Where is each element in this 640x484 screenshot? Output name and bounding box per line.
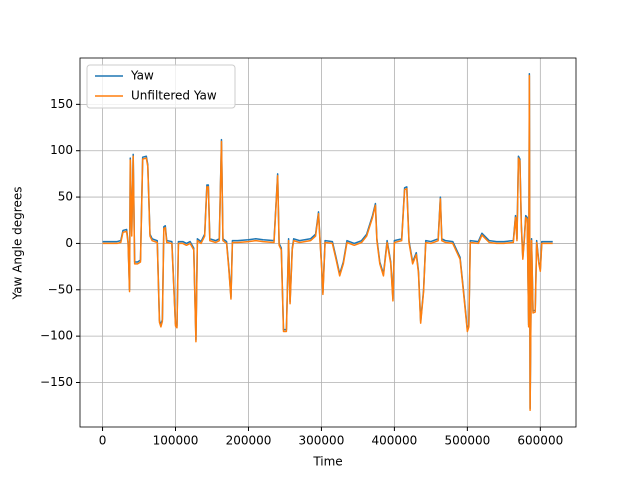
x-tick-label: 600000 bbox=[517, 434, 563, 448]
y-axis-label: Yaw Angle degrees bbox=[11, 187, 25, 301]
x-axis-label: Time bbox=[312, 455, 342, 469]
x-tick-label: 200000 bbox=[226, 434, 272, 448]
y-tick-label: 50 bbox=[58, 190, 73, 204]
legend-box bbox=[86, 64, 236, 109]
legend-label: Yaw bbox=[130, 69, 154, 83]
y-tick-label: −100 bbox=[40, 329, 73, 343]
y-tick-label: −50 bbox=[48, 282, 73, 296]
y-tick-label: 150 bbox=[50, 97, 73, 111]
x-tick-label: 0 bbox=[99, 434, 107, 448]
data-line bbox=[102, 74, 553, 412]
y-tick-label: 0 bbox=[65, 236, 73, 250]
x-tick-label: 500000 bbox=[444, 434, 490, 448]
y-tick-label: 100 bbox=[50, 143, 73, 157]
x-tick-label: 100000 bbox=[153, 434, 199, 448]
y-tick-label: −150 bbox=[40, 375, 73, 389]
x-tick-label: 400000 bbox=[371, 434, 417, 448]
plot-frame bbox=[79, 57, 577, 428]
x-tick-label: 300000 bbox=[299, 434, 345, 448]
legend-label: Unfiltered Yaw bbox=[131, 89, 217, 103]
